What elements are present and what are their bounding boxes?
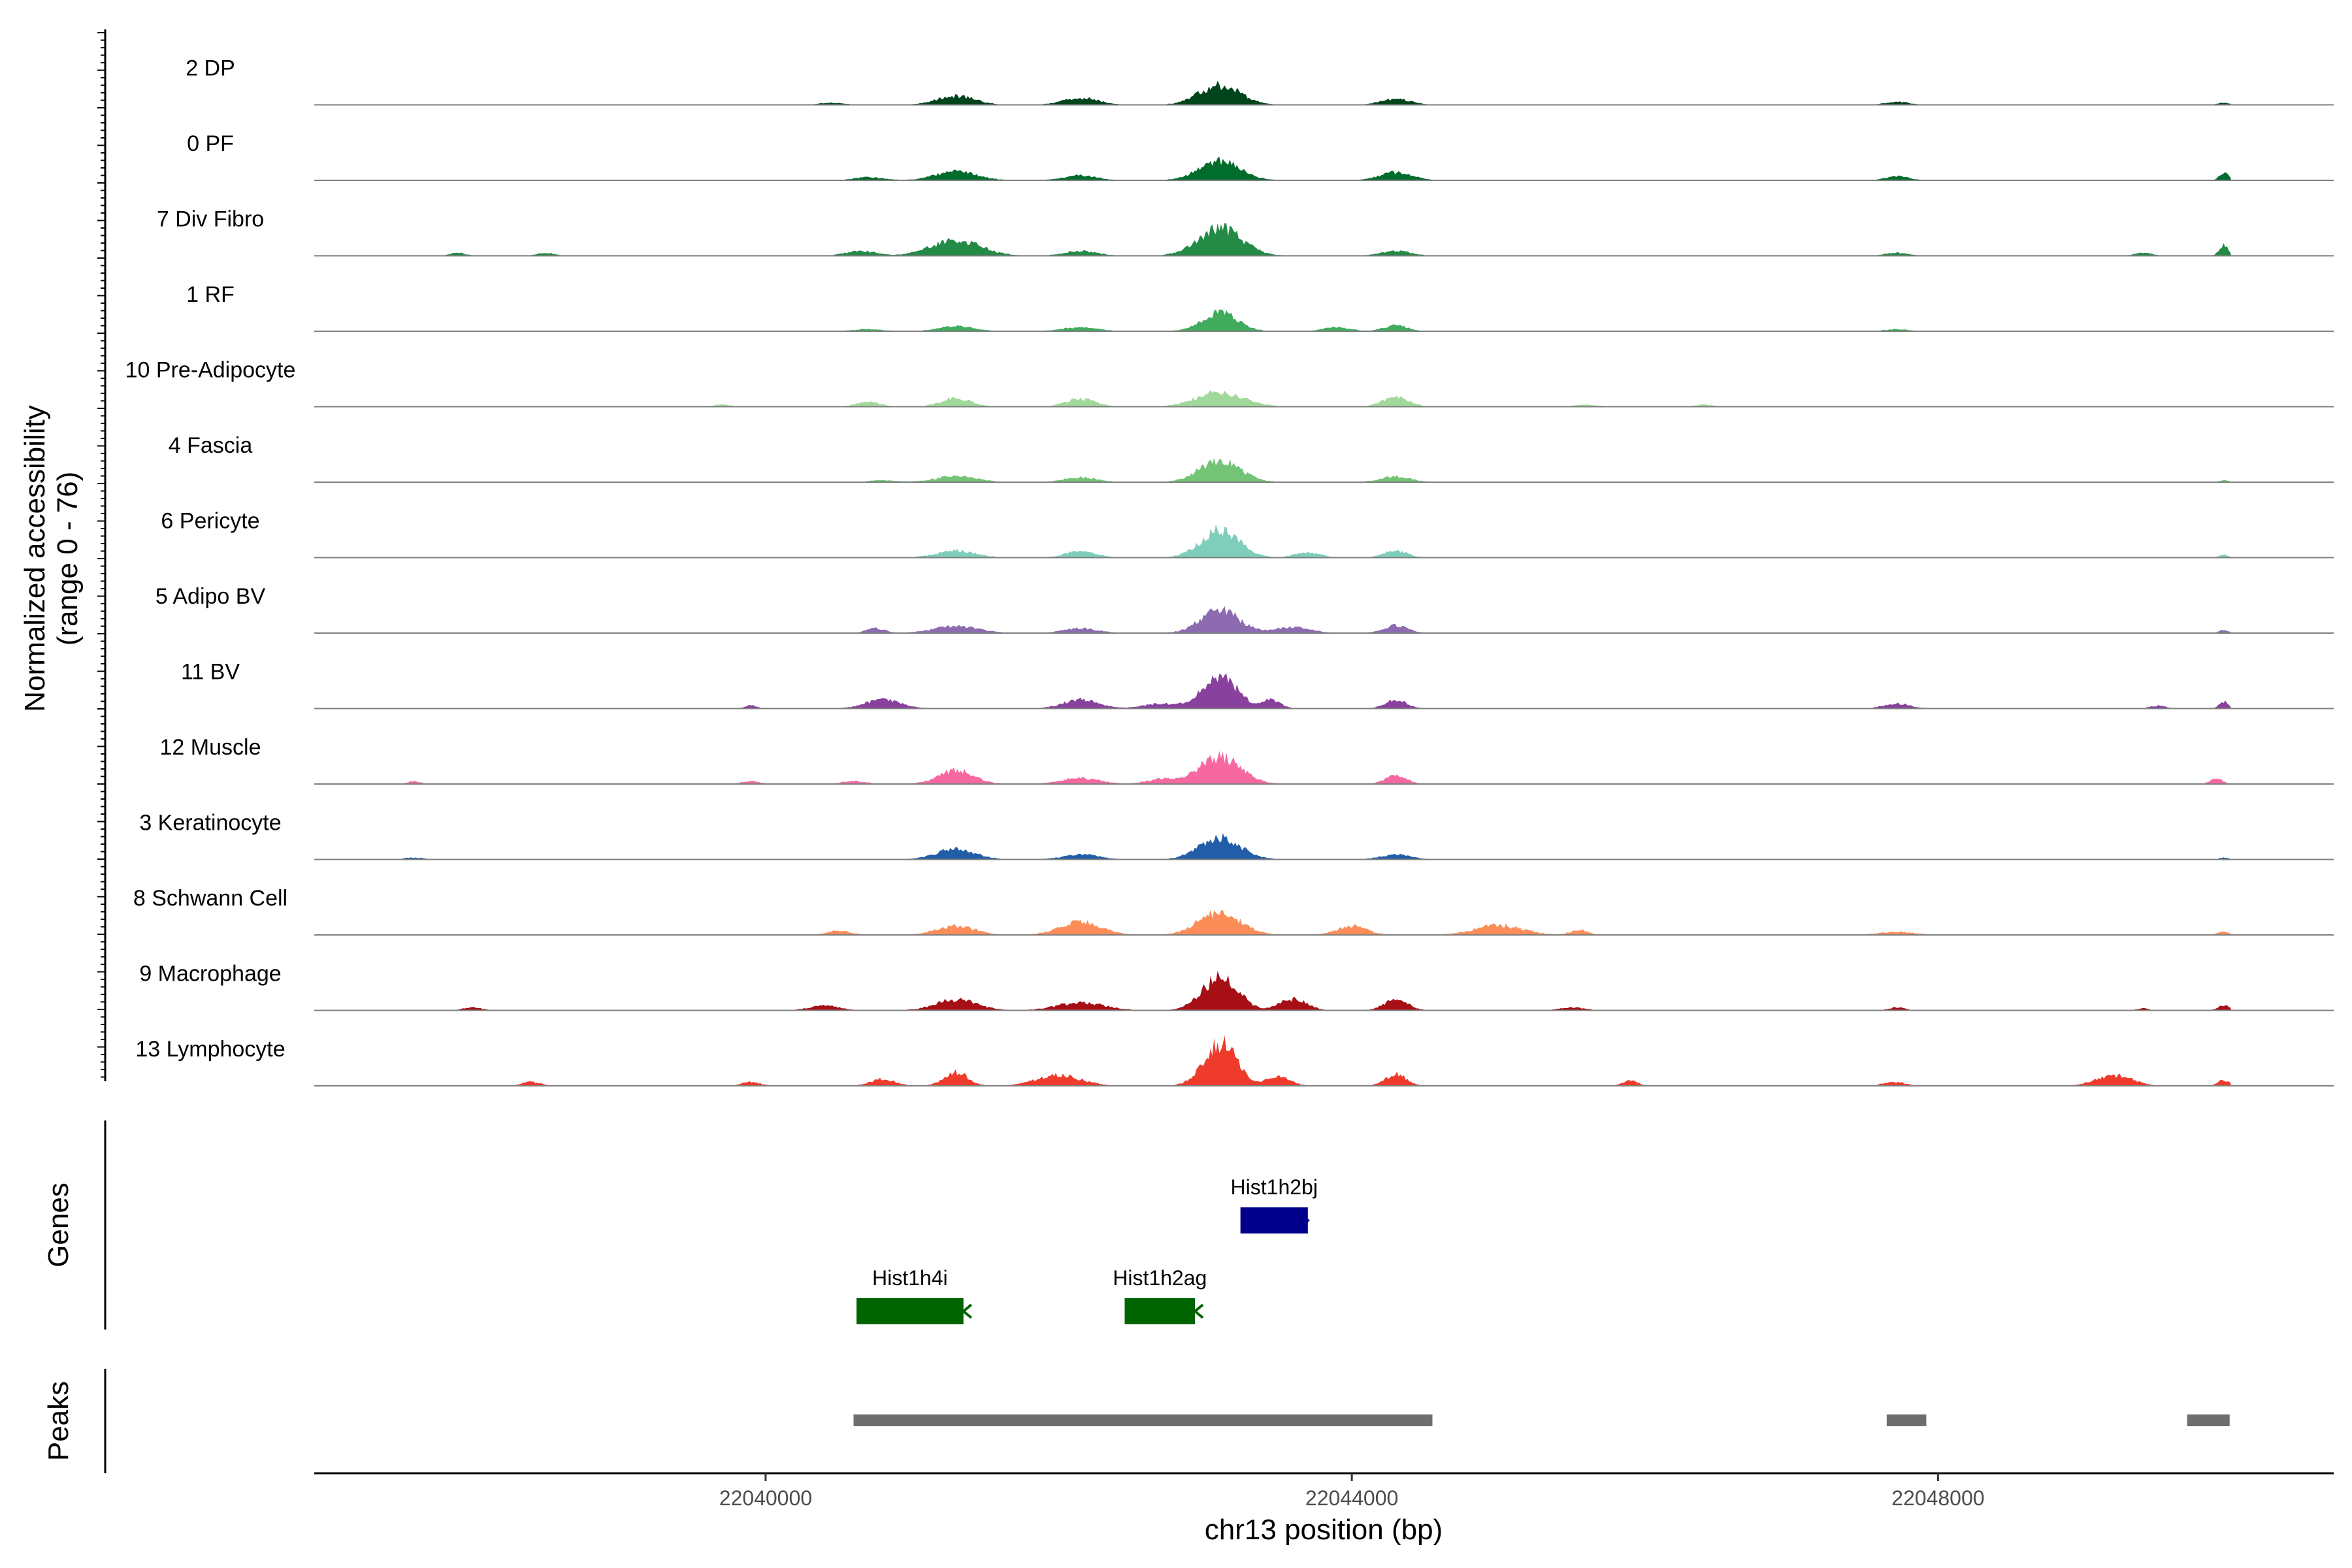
coverage-tracks: 2 DP 0 PF 7 Div Fibro 1 RF 10 Pre-Adipocyte 4… (125, 56, 2334, 1086)
track-3-keratinocyte: 3 Keratinocyte (139, 811, 2334, 860)
strand-arrow (961, 1303, 972, 1319)
track-5-adipo-bv: 5 Adipo BV (155, 584, 2334, 634)
track-label: 13 Lymphocyte (135, 1037, 285, 1062)
gene-body (856, 1298, 964, 1324)
gene-annotations: Hist1h2bj Hist1h4i Hist1h2ag (856, 1175, 1318, 1324)
gene-body (1124, 1298, 1196, 1324)
genes-panel-label: Genes (42, 1183, 74, 1267)
gene-hist1h4i: Hist1h4i (856, 1266, 972, 1324)
y-axis-subtitle: (range 0 - 76) (52, 472, 84, 646)
peak-region (2187, 1414, 2230, 1426)
track-9-macrophage: 9 Macrophage (139, 962, 2334, 1011)
gene-label: Hist1h2ag (1113, 1266, 1207, 1290)
x-axis-ticks: 22040000 22044000 22048000 (719, 1473, 1985, 1510)
coverage-area (325, 1035, 2232, 1086)
track-label: 7 Div Fibro (157, 207, 264, 232)
track-1-rf: 1 RF (186, 282, 2334, 332)
track-10-pre-adipocyte: 10 Pre-Adipocyte (125, 358, 2334, 408)
track-label: 5 Adipo BV (155, 584, 266, 609)
track-11-bv: 11 BV (181, 660, 2334, 710)
peaks-panel-label: Peaks (42, 1381, 74, 1461)
track-label: 3 Keratinocyte (139, 811, 281, 836)
track-4-fascia: 4 Fascia (169, 433, 2334, 483)
x-tick-label: 22040000 (719, 1486, 812, 1510)
track-13-lymphocyte: 13 Lymphocyte (135, 1035, 2334, 1086)
strand-arrow (1192, 1303, 1204, 1319)
track-label: 12 Muscle (160, 735, 261, 760)
x-tick-label: 22044000 (1305, 1486, 1398, 1510)
strand-arrow (1299, 1213, 1310, 1228)
peak-region (853, 1414, 1433, 1426)
x-tick-label: 22048000 (1891, 1486, 1984, 1510)
track-7-div-fibro: 7 Div Fibro (157, 207, 2334, 257)
track-12-muscle: 12 Muscle (160, 735, 2334, 785)
coverage-y-ticks (97, 32, 105, 1078)
track-label: 11 BV (181, 660, 240, 685)
gene-body (1240, 1207, 1308, 1233)
x-axis-title: chr13 position (bp) (1205, 1514, 1443, 1546)
track-label: 1 RF (186, 282, 235, 307)
gene-label: Hist1h2bj (1231, 1175, 1318, 1199)
track-2-dp: 2 DP (186, 56, 2334, 106)
track-label: 0 PF (187, 131, 234, 156)
track-0-pf: 0 PF (187, 131, 2334, 181)
track-6-pericyte: 6 Pericyte (161, 509, 2334, 559)
track-label: 10 Pre-Adipocyte (125, 358, 296, 383)
track-8-schwann-cell: 8 Schwann Cell (133, 886, 2334, 936)
x-axis: 22040000 22044000 22048000 chr13 position … (314, 1472, 2334, 1546)
track-label: 4 Fascia (169, 433, 253, 458)
peak-region (1886, 1414, 1927, 1426)
peaks-panel: Peaks (42, 1369, 2230, 1473)
gene-hist1h2ag: Hist1h2ag (1113, 1266, 1207, 1324)
genes-panel: Genes Hist1h2bj Hist1h4i Hist1h2ag (42, 1120, 1318, 1330)
track-label: 9 Macrophage (139, 962, 281, 987)
coverage-y-axis: Normalized accessibility (range 0 - 76) (19, 29, 106, 1081)
peak-regions (853, 1414, 2230, 1426)
gene-label: Hist1h4i (872, 1266, 948, 1290)
track-label: 2 DP (186, 56, 235, 81)
gene-hist1h2bj: Hist1h2bj (1231, 1175, 1318, 1233)
track-label: 8 Schwann Cell (133, 886, 287, 911)
track-label: 6 Pericyte (161, 509, 259, 534)
y-axis-title: Normalized accessibility (19, 405, 51, 711)
